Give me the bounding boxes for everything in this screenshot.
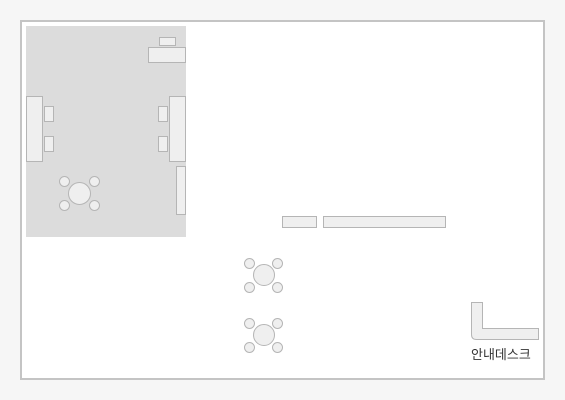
- chair: [272, 282, 283, 293]
- left-wall-bench: [26, 96, 43, 162]
- left-seat-lower: [44, 136, 54, 152]
- chair: [59, 200, 70, 211]
- chair: [244, 342, 255, 353]
- right-seat-lower: [158, 136, 168, 152]
- info-desk-label: 안내데스크: [471, 348, 531, 363]
- chair: [89, 200, 100, 211]
- long-counter: [323, 216, 446, 228]
- chair: [89, 176, 100, 187]
- chair: [244, 258, 255, 269]
- chair: [272, 258, 283, 269]
- chair: [59, 176, 70, 187]
- round-table: [68, 182, 91, 205]
- short-counter: [282, 216, 317, 228]
- left-seat-upper: [44, 106, 54, 122]
- chair: [244, 282, 255, 293]
- wall-shelf: [176, 166, 186, 215]
- chair: [272, 318, 283, 329]
- counter-desk: [148, 47, 186, 63]
- round-table: [253, 264, 275, 286]
- small-cabinet: [159, 37, 176, 46]
- chair: [272, 342, 283, 353]
- right-wall-bench: [169, 96, 186, 162]
- chair: [244, 318, 255, 329]
- right-seat-upper: [158, 106, 168, 122]
- round-table: [253, 324, 275, 346]
